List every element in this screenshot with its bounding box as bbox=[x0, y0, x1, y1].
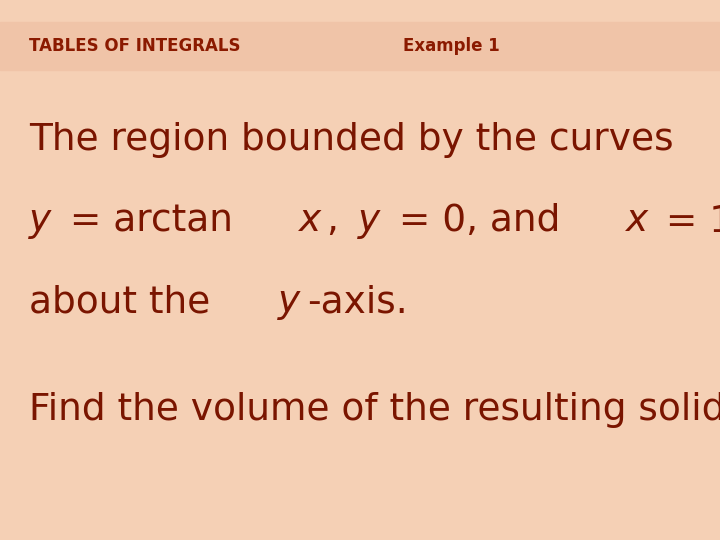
Text: x: x bbox=[299, 204, 320, 239]
Text: Find the volume of the resulting solid.: Find the volume of the resulting solid. bbox=[29, 393, 720, 428]
Text: y: y bbox=[29, 204, 51, 239]
Text: y: y bbox=[278, 285, 300, 320]
Text: x: x bbox=[626, 204, 648, 239]
Text: The region bounded by the curves: The region bounded by the curves bbox=[29, 123, 673, 158]
Text: TABLES OF INTEGRALS: TABLES OF INTEGRALS bbox=[29, 37, 240, 55]
Text: ,: , bbox=[327, 204, 351, 239]
Text: Example 1: Example 1 bbox=[403, 37, 500, 55]
Text: -axis.: -axis. bbox=[307, 285, 408, 320]
Bar bbox=[0, 22, 720, 70]
Text: about the: about the bbox=[29, 285, 222, 320]
Text: y: y bbox=[358, 204, 380, 239]
Text: = arctan: = arctan bbox=[58, 204, 244, 239]
Text: = 0, and: = 0, and bbox=[387, 204, 572, 239]
Text: = 1 is rotated: = 1 is rotated bbox=[654, 204, 720, 239]
